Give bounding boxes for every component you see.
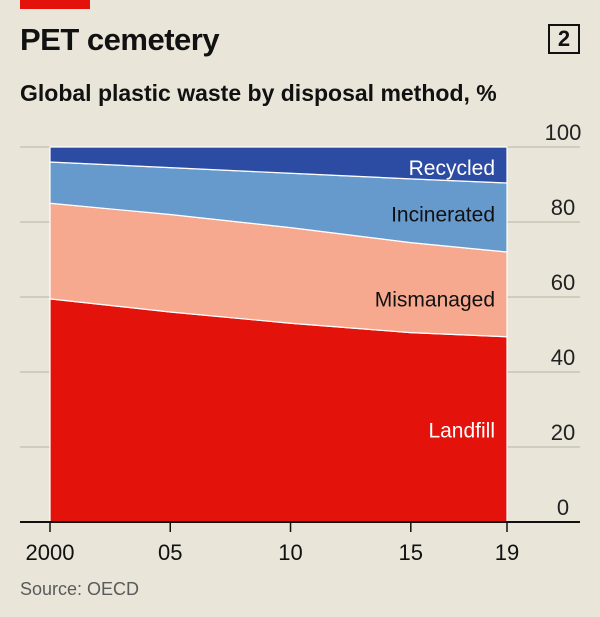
area-label-landfill: Landfill <box>428 419 495 442</box>
y-axis-labels: 0 20 40 60 80 100 <box>545 120 582 520</box>
area-label-incinerated: Incinerated <box>391 204 495 227</box>
area-recycled <box>49 146 508 184</box>
area-label-mismanaged: Mismanaged <box>375 288 495 311</box>
y-tick-label-40: 40 <box>551 345 575 370</box>
chart-subtitle: Global plastic waste by disposal method,… <box>20 80 497 106</box>
y-tick-label-80: 80 <box>551 195 575 220</box>
area-series <box>49 146 508 523</box>
brand-tag <box>20 0 90 9</box>
y-tick-label-100: 100 <box>545 120 582 145</box>
y-tick-label-60: 60 <box>551 270 575 295</box>
x-tick-label-2000: 2000 <box>26 540 75 565</box>
chart-title: PET cemetery <box>20 22 220 57</box>
x-tick-label-2010: 10 <box>278 540 302 565</box>
x-tick-label-2019: 19 <box>495 540 519 565</box>
chart-number-badge: 2 <box>548 24 580 54</box>
y-tick-label-0: 0 <box>557 495 569 520</box>
area-label-recycled: Recycled <box>409 157 495 180</box>
area-labels: Landfill Mismanaged Incinerated Recycled <box>375 157 495 442</box>
x-tick-label-2005: 05 <box>158 540 182 565</box>
y-tick-label-20: 20 <box>551 420 575 445</box>
x-tick-label-2015: 15 <box>399 540 423 565</box>
source-note: Source: OECD <box>20 579 140 599</box>
x-axis: 2000 05 10 15 19 <box>20 521 580 565</box>
